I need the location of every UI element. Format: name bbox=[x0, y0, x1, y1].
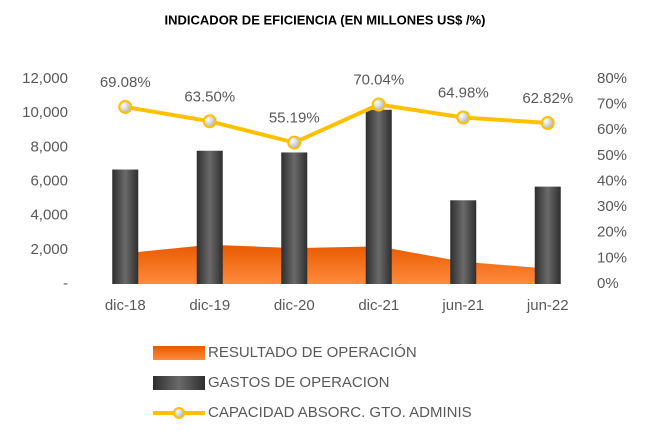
y2-tick-label: 0% bbox=[597, 275, 619, 292]
y-tick-label: 2,000 bbox=[30, 241, 68, 258]
y-tick-label: 10,000 bbox=[22, 104, 68, 121]
bar bbox=[365, 109, 392, 284]
data-label: 70.04% bbox=[353, 71, 404, 88]
line-marker bbox=[202, 114, 217, 129]
y2-tick-label: 80% bbox=[597, 70, 627, 87]
data-label: 55.19% bbox=[269, 110, 320, 127]
data-label: 69.08% bbox=[100, 74, 151, 91]
y2-tick-label: 20% bbox=[597, 224, 627, 241]
data-label: 64.98% bbox=[438, 84, 489, 101]
bar bbox=[281, 152, 308, 284]
line-marker bbox=[118, 99, 133, 114]
y-tick-label: - bbox=[63, 275, 68, 292]
bar bbox=[196, 150, 223, 284]
area bbox=[125, 244, 548, 284]
y-tick-label: 12,000 bbox=[22, 70, 68, 87]
bar bbox=[450, 200, 477, 284]
legend-label: RESULTADO DE OPERACIÓN bbox=[208, 344, 417, 361]
y-tick-label: 8,000 bbox=[30, 138, 68, 155]
y2-tick-label: 70% bbox=[597, 96, 627, 113]
x-tick-label: dic-19 bbox=[189, 297, 230, 314]
y-tick-label: 6,000 bbox=[30, 172, 68, 189]
x-tick-label: jun-22 bbox=[526, 297, 569, 314]
data-label: 63.50% bbox=[184, 88, 235, 105]
line-marker bbox=[371, 97, 386, 112]
legend-swatch bbox=[153, 346, 205, 360]
y2-tick-label: 50% bbox=[597, 147, 627, 164]
chart-title: INDICADOR DE EFICIENCIA (EN MILLONES US$… bbox=[165, 12, 486, 27]
y2-tick-label: 30% bbox=[597, 198, 627, 215]
legend-label: GASTOS DE OPERACION bbox=[208, 374, 389, 391]
line-marker bbox=[287, 135, 302, 150]
line bbox=[124, 102, 548, 145]
x-tick-label: dic-18 bbox=[105, 297, 146, 314]
bar bbox=[112, 169, 139, 284]
line-marker bbox=[540, 116, 555, 131]
data-label: 62.82% bbox=[522, 90, 573, 107]
y-tick-label: 4,000 bbox=[30, 207, 68, 224]
legend-marker bbox=[173, 407, 185, 419]
y2-tick-label: 40% bbox=[597, 172, 627, 189]
x-tick-label: dic-20 bbox=[274, 297, 315, 314]
y2-tick-label: 10% bbox=[597, 249, 627, 266]
x-tick-label: jun-21 bbox=[441, 297, 484, 314]
y2-tick-label: 60% bbox=[597, 121, 627, 138]
line-marker bbox=[456, 110, 471, 125]
x-tick-label: dic-21 bbox=[358, 297, 399, 314]
bar bbox=[534, 186, 561, 284]
legend-label: CAPACIDAD ABSORC. GTO. ADMINIS bbox=[208, 404, 472, 421]
legend-swatch bbox=[153, 376, 205, 390]
